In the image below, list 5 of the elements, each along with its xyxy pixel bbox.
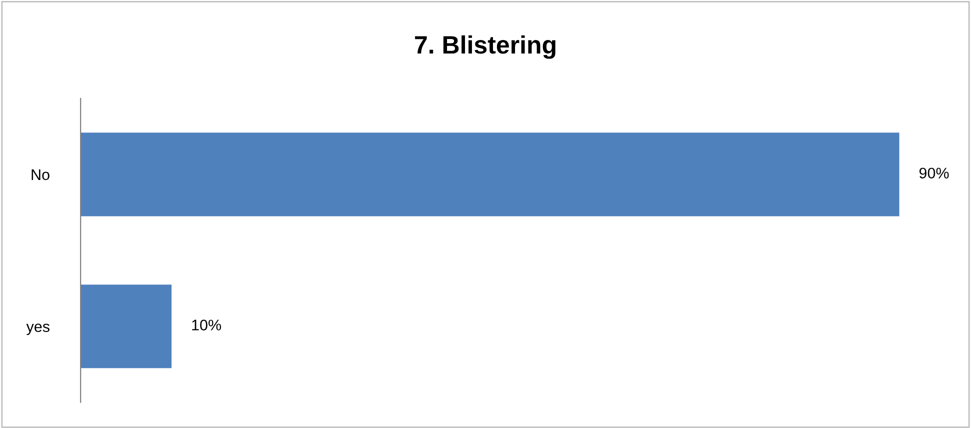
data-label: 10%: [192, 320, 222, 330]
y-tick-label: yes: [26, 324, 50, 336]
y-tick-label: No: [32, 169, 50, 180]
chart-title: 7. Blistering: [415, 35, 556, 59]
data-label: 90%: [919, 168, 949, 179]
